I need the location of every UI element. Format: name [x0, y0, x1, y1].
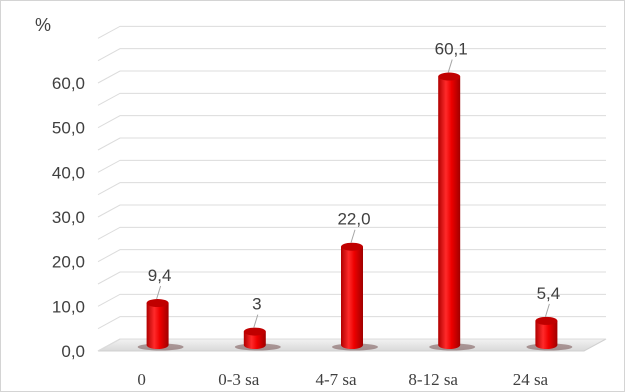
bars: 9,4 3 22,0 60,1 5,4: [137, 40, 573, 351]
gridline: [97, 92, 606, 106]
y-tick-label: 10,0: [52, 297, 85, 316]
data-label: 9,4: [148, 266, 172, 285]
y-tick-label: 60,0: [52, 74, 85, 93]
bar: 3: [234, 295, 281, 351]
bar: 9,4: [137, 266, 184, 351]
gridline: [97, 226, 606, 240]
data-label: 22,0: [337, 210, 370, 229]
bar-top: [535, 316, 558, 325]
data-label: 5,4: [537, 284, 561, 303]
bar: 5,4: [526, 284, 573, 351]
data-label-leader: [253, 314, 259, 328]
bar-top: [146, 299, 169, 308]
bar-body: [243, 331, 266, 349]
data-label-leader: [350, 229, 356, 243]
data-label-leader: [447, 59, 453, 73]
y-tick-labels: 0,0 10,0 20,0 30,0 40,0 50,0 60,0: [52, 74, 85, 361]
gridline: [97, 70, 606, 84]
x-tick-label: 0-3 sa: [218, 370, 260, 389]
bar-top: [438, 72, 461, 81]
bar-body: [146, 303, 169, 349]
y-unit-label: %: [35, 15, 51, 35]
gridline: [97, 25, 606, 39]
y-tick-label: 40,0: [52, 163, 85, 182]
bar-body: [535, 320, 558, 349]
bar: 60,1: [429, 40, 476, 351]
data-label-leader: [544, 303, 550, 318]
bar-body: [438, 76, 461, 349]
data-label-leader: [156, 285, 162, 300]
gridline: [97, 137, 606, 151]
data-label: 3: [252, 295, 261, 314]
bar-body: [341, 246, 363, 349]
y-tick-label: 0,0: [61, 342, 85, 361]
gridline: [97, 48, 606, 62]
gridline: [97, 115, 606, 129]
bar-top: [341, 242, 363, 251]
x-tick-label: 24 sa: [513, 370, 549, 389]
x-tick-label: 8-12 sa: [408, 370, 458, 389]
data-label: 60,1: [435, 40, 468, 59]
x-tick-label: 0: [137, 370, 146, 389]
bar-top: [243, 327, 266, 336]
y-tick-label: 50,0: [52, 119, 85, 138]
gridline: [97, 182, 606, 196]
y-tick-label: 30,0: [52, 208, 85, 227]
bar: 22,0: [332, 210, 378, 351]
gridline: [97, 159, 606, 173]
x-tick-label: 4-7 sa: [315, 370, 357, 389]
y-tick-label: 20,0: [52, 253, 85, 272]
x-tick-labels: 0 0-3 sa 4-7 sa 8-12 sa 24 sa: [137, 370, 548, 389]
